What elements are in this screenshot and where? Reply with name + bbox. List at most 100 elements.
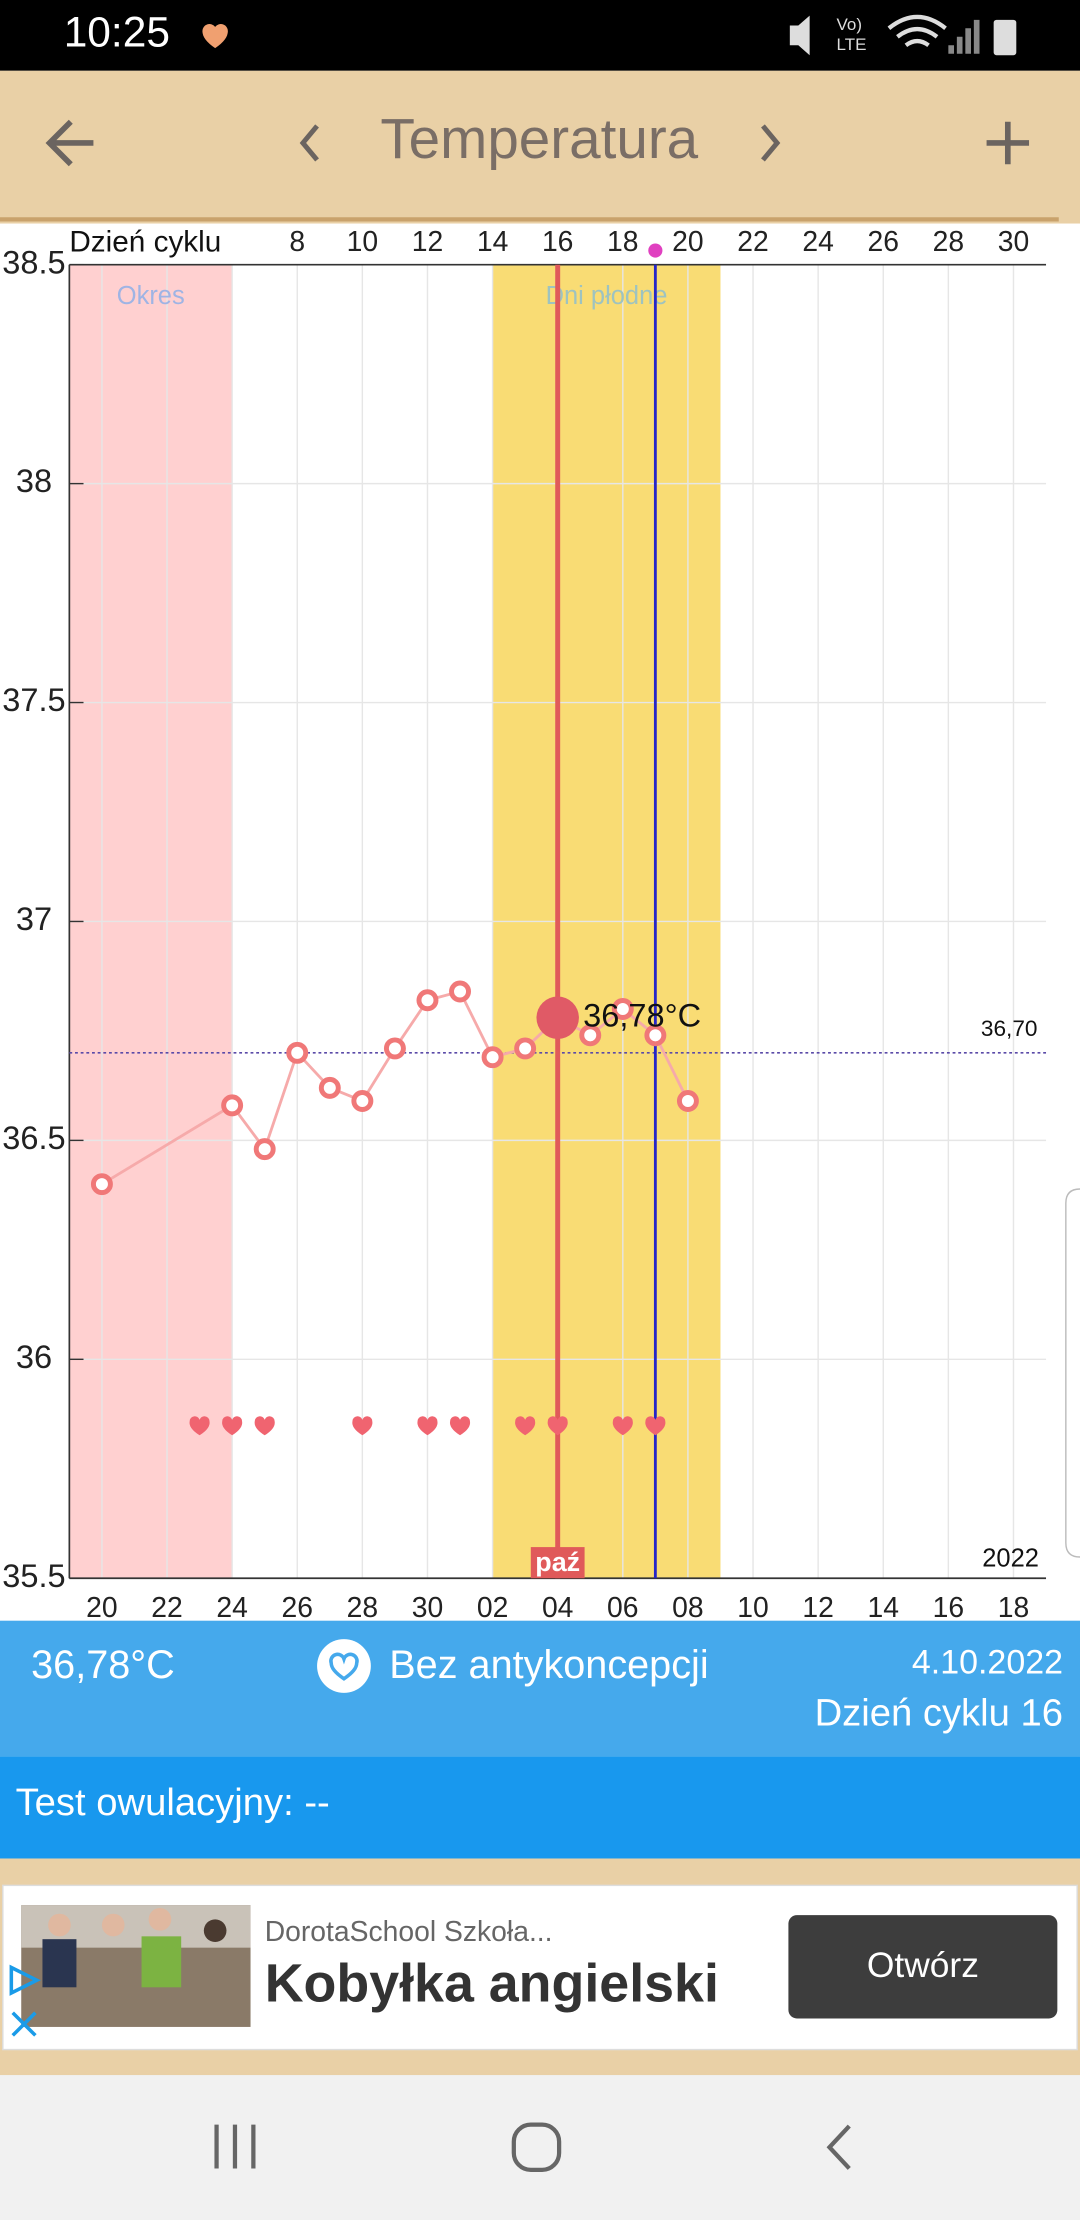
y-tick-label: 38.5 (2, 244, 65, 280)
x-tick-label: 30 (998, 225, 1029, 257)
network-label: LTE (837, 35, 867, 54)
selected-point (536, 996, 579, 1040)
ad-choices-icon[interactable] (9, 1964, 41, 1996)
x2-tick-label: 20 (86, 1591, 117, 1623)
y-tick-label: 37.5 (2, 682, 65, 718)
next-button[interactable] (761, 124, 781, 162)
mute-icon (789, 15, 810, 56)
temperature-point (221, 1094, 244, 1117)
ad-advertiser: DorotaSchool Szkoła... (265, 1915, 553, 1947)
ad-image-person (42, 1939, 77, 1988)
x2-tick-label: 08 (672, 1591, 703, 1623)
ad-close[interactable] (11, 2011, 37, 2037)
temperature-point (611, 998, 634, 1021)
x-tick-label: 20 (672, 225, 703, 257)
heart (645, 1416, 666, 1436)
x-tick-label: 26 (868, 225, 899, 257)
temperature-point (383, 1037, 406, 1060)
x-tick-label: 16 (542, 225, 573, 257)
home-button[interactable] (511, 2122, 562, 2173)
back-button[interactable] (45, 119, 94, 167)
x2-tick-label: 14 (868, 1591, 899, 1623)
prev-button[interactable] (299, 124, 319, 162)
ad-button[interactable] (788, 1915, 1058, 2019)
screen-title: Temperatura (380, 107, 698, 170)
temperature-point (253, 1138, 276, 1161)
ad-image-person (48, 1913, 71, 1937)
temperature-point (676, 1090, 699, 1112)
x-tick-label: 12 (412, 225, 443, 257)
battery-icon (993, 19, 1017, 56)
x-tick-label: 8 (289, 225, 305, 257)
x2-tick-label: 22 (151, 1591, 182, 1623)
month-tag (530, 1547, 585, 1579)
x-tick-label: 14 (477, 225, 508, 257)
summary-date: 4.10.2022 (912, 1644, 1063, 1682)
x2-tick-label: 26 (282, 1591, 313, 1623)
selected-label: 36,78°C (583, 997, 701, 1033)
x-tick-label: 10 (347, 225, 378, 257)
temperature-point (514, 1037, 537, 1060)
recent-apps[interactable] (214, 2124, 256, 2169)
x-axis-label: Dzień cyklu (69, 225, 221, 258)
heart (417, 1416, 438, 1436)
x2-tick-label: 30 (412, 1591, 443, 1623)
x2-tick-label: 04 (542, 1591, 573, 1623)
y-tick-label: 36.5 (2, 1120, 65, 1156)
heart (449, 1416, 471, 1436)
ad-image-person (141, 1936, 182, 1988)
ad-headline: Kobyłka angielski (265, 1954, 719, 2014)
heart-icon (329, 1652, 359, 1681)
summary-cycle-day: Dzień cyklu 16 (815, 1692, 1063, 1735)
x2-tick-label: 18 (998, 1591, 1029, 1623)
x-tick-label: 24 (802, 225, 833, 257)
x2-tick-label: 24 (216, 1591, 247, 1623)
temperature-point (318, 1076, 341, 1099)
ovulation-panel (0, 1756, 1080, 1859)
heart (189, 1416, 210, 1436)
heart (515, 1416, 536, 1436)
ovulation-test: Test owulacyjny: -- (16, 1781, 330, 1824)
temperature-point (481, 1046, 504, 1069)
temperature-point (416, 989, 439, 1012)
temperature-point (644, 1024, 667, 1047)
clock: 10:25 (64, 9, 170, 56)
year-label: 2022 (982, 1545, 1039, 1573)
ad-image-person (148, 1908, 172, 1931)
summary-temperature: 36,78°C (31, 1643, 175, 1687)
x2-tick-label: 02 (477, 1591, 508, 1623)
heart (612, 1416, 633, 1436)
temperature-point (449, 980, 471, 1003)
x2-tick-label: 16 (933, 1591, 964, 1623)
signal-icon (948, 19, 980, 54)
add-button[interactable] (986, 121, 1030, 165)
x-tick-label: 28 (933, 225, 964, 257)
chart: Okres Dni płodne 35.5 36 36.5 37 37.5 38 38.5Dzi… (2, 225, 1047, 1623)
side-handle[interactable] (1065, 1188, 1080, 1558)
reference-label: 36,70 (981, 1016, 1038, 1041)
summary-contraception: Bez antykoncepcji (389, 1643, 708, 1687)
temperature-line (101, 989, 690, 1186)
y-tick-label: 38 (16, 463, 52, 499)
x2-tick-label: 06 (607, 1591, 638, 1623)
y-tick-label: 36 (16, 1339, 52, 1375)
heart (254, 1416, 275, 1436)
ad-button-label[interactable]: Otwórz (867, 1946, 979, 1985)
y-tick-label: 35.5 (2, 1558, 65, 1594)
today-dot (648, 243, 663, 258)
temperature-point (579, 1024, 602, 1047)
temperature-point (286, 1041, 309, 1064)
heart (222, 1416, 243, 1436)
ad-image-person (101, 1913, 125, 1937)
heart (547, 1416, 568, 1436)
network-label: Vo) (837, 15, 862, 34)
nav-bar (0, 2075, 1080, 2220)
nav-back[interactable] (826, 2124, 851, 2170)
x-tick-label: 18 (607, 225, 638, 257)
band-label: Okres (117, 282, 185, 310)
band-label: Dni płodne (546, 282, 668, 310)
x2-tick-label: 28 (347, 1591, 378, 1623)
month-label: paź (535, 1547, 580, 1577)
